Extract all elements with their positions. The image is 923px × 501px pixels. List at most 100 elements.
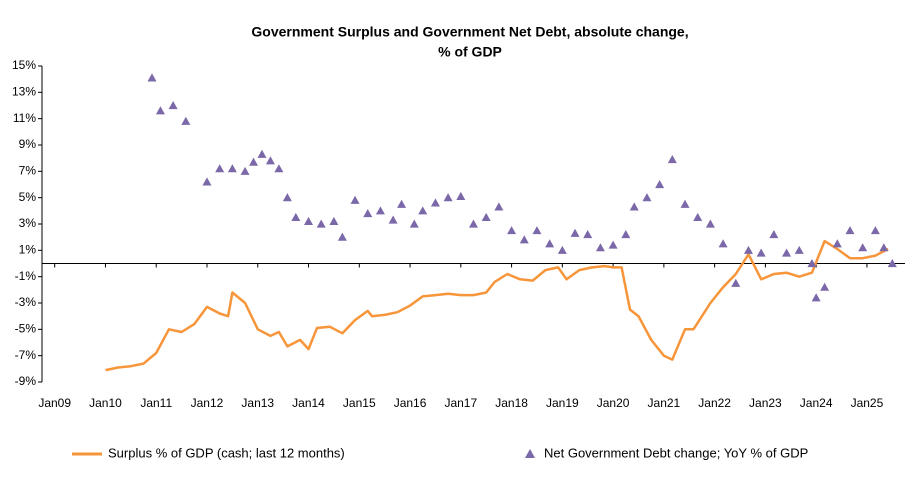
x-tick-label: Jan25 bbox=[851, 396, 884, 410]
debt-marker bbox=[274, 164, 284, 173]
debt-marker bbox=[375, 206, 385, 215]
x-tick-label: Jan12 bbox=[191, 396, 224, 410]
debt-marker bbox=[807, 259, 817, 268]
debt-marker bbox=[181, 116, 191, 125]
debt-marker bbox=[680, 199, 690, 208]
debt-marker bbox=[443, 193, 453, 202]
debt-marker bbox=[469, 219, 478, 228]
debt-marker bbox=[820, 282, 830, 291]
legend-label: Net Government Debt change; YoY % of GDP bbox=[544, 445, 808, 460]
debt-marker bbox=[168, 101, 178, 110]
debt-marker bbox=[870, 226, 880, 235]
x-tick-label: Jan20 bbox=[597, 396, 630, 410]
x-tick-label: Jan24 bbox=[800, 396, 833, 410]
debt-marker bbox=[693, 212, 703, 222]
debt-marker bbox=[227, 164, 237, 173]
debt-marker bbox=[337, 232, 347, 241]
y-tick-label: -9% bbox=[15, 374, 37, 388]
x-tick-label: Jan22 bbox=[698, 396, 731, 410]
debt-marker bbox=[532, 226, 542, 235]
debt-marker bbox=[494, 202, 504, 211]
x-tick-label: Jan18 bbox=[495, 396, 528, 410]
x-tick-label: Jan16 bbox=[394, 396, 427, 410]
debt-marker bbox=[240, 166, 250, 175]
x-tick-label: Jan15 bbox=[343, 396, 376, 410]
debt-marker bbox=[363, 208, 373, 218]
x-tick-label: Jan10 bbox=[89, 396, 122, 410]
debt-marker bbox=[718, 239, 728, 248]
debt-marker bbox=[655, 180, 665, 189]
y-tick-label: 11% bbox=[13, 111, 36, 125]
debt-marker bbox=[858, 243, 868, 252]
y-tick-label: 1% bbox=[19, 243, 37, 257]
debt-marker bbox=[705, 219, 715, 228]
debt-marker bbox=[731, 278, 741, 287]
debt-marker bbox=[388, 215, 398, 224]
debt-marker bbox=[743, 245, 753, 254]
debt-marker bbox=[583, 230, 593, 239]
debt-marker bbox=[282, 193, 292, 202]
x-tick-label: Jan14 bbox=[292, 396, 325, 410]
x-tick-label: Jan13 bbox=[241, 396, 274, 410]
debt-marker bbox=[350, 195, 360, 204]
debt-marker bbox=[291, 212, 301, 222]
debt-marker bbox=[756, 248, 766, 257]
debt-marker bbox=[887, 259, 897, 268]
x-tick-label: Jan21 bbox=[648, 396, 681, 410]
debt-marker bbox=[202, 177, 212, 186]
y-tick-label: 7% bbox=[19, 164, 37, 178]
debt-marker bbox=[257, 149, 267, 158]
debt-marker bbox=[155, 106, 165, 115]
x-tick-label: Jan19 bbox=[546, 396, 579, 410]
y-tick-label: -1% bbox=[15, 269, 37, 283]
debt-marker bbox=[397, 199, 407, 208]
y-tick-label: 9% bbox=[19, 137, 37, 151]
chart-title: Government Surplus and Government Net De… bbox=[251, 24, 688, 40]
debt-marker bbox=[879, 243, 889, 252]
x-tick-label: Jan09 bbox=[38, 396, 71, 410]
debt-marker bbox=[832, 239, 842, 248]
debt-marker bbox=[456, 191, 466, 200]
debt-marker bbox=[845, 226, 855, 235]
debt-marker bbox=[794, 245, 804, 254]
debt-marker bbox=[769, 230, 779, 239]
debt-marker bbox=[570, 228, 580, 237]
debt-marker bbox=[430, 198, 440, 207]
debt-marker bbox=[642, 193, 652, 202]
y-tick-label: -7% bbox=[15, 348, 37, 362]
surplus-line bbox=[105, 239, 889, 372]
legend-label: Surplus % of GDP (cash; last 12 months) bbox=[108, 445, 345, 460]
y-tick-label: 3% bbox=[19, 216, 37, 230]
debt-marker bbox=[507, 226, 517, 235]
legend-swatch bbox=[525, 449, 535, 458]
debt-marker bbox=[667, 154, 677, 164]
x-tick-label: Jan11 bbox=[140, 396, 172, 410]
debt-marker bbox=[519, 235, 529, 244]
y-tick-label: 15% bbox=[12, 58, 36, 72]
y-tick-label: -3% bbox=[15, 295, 37, 309]
debt-marker bbox=[811, 293, 821, 302]
debt-marker bbox=[418, 206, 428, 215]
chart-title: % of GDP bbox=[438, 44, 502, 60]
debt-marker bbox=[629, 202, 639, 211]
debt-marker bbox=[608, 240, 618, 249]
debt-marker bbox=[147, 73, 157, 82]
y-tick-label: 13% bbox=[12, 85, 36, 99]
debt-marker bbox=[304, 216, 314, 225]
x-tick-label: Jan23 bbox=[749, 396, 782, 410]
debt-marker bbox=[249, 157, 259, 166]
y-tick-label: -5% bbox=[15, 322, 37, 336]
debt-marker bbox=[557, 245, 567, 254]
debt-marker bbox=[215, 164, 225, 173]
debt-marker bbox=[481, 212, 491, 222]
debt-marker bbox=[595, 243, 605, 252]
debt-marker bbox=[545, 239, 555, 248]
debt-marker bbox=[329, 216, 339, 225]
debt-marker bbox=[621, 230, 631, 239]
debt-marker bbox=[265, 156, 275, 165]
x-tick-label: Jan17 bbox=[444, 396, 477, 410]
y-tick-label: 5% bbox=[19, 190, 37, 204]
debt-marker bbox=[409, 219, 419, 228]
debt-marker bbox=[782, 248, 792, 257]
